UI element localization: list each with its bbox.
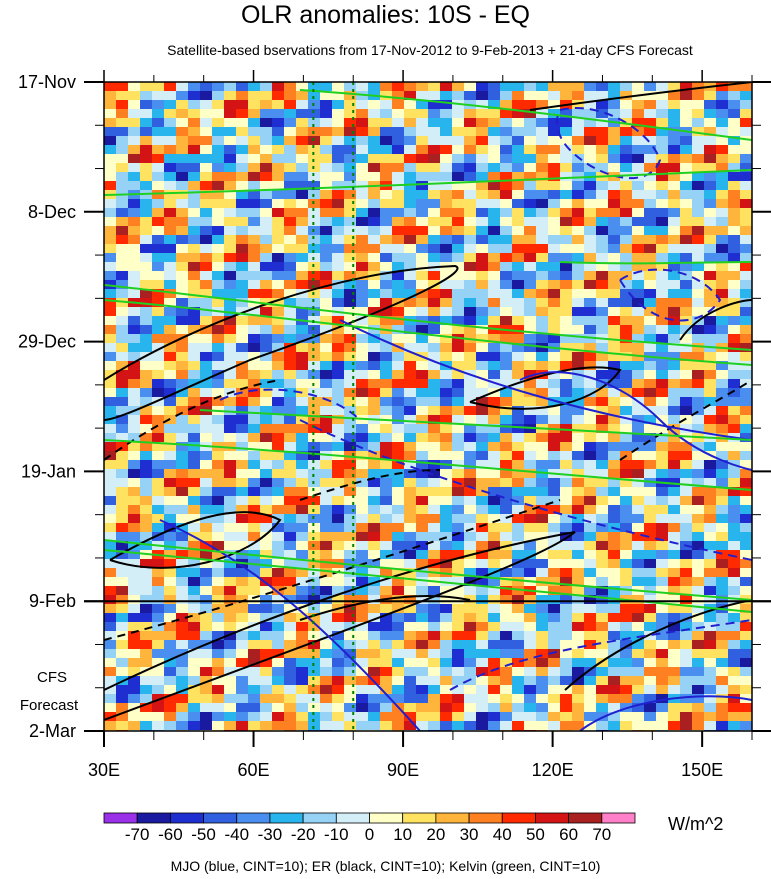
colorbar-label: 60 (559, 825, 578, 844)
contour-line (619, 379, 752, 461)
plot-border (103, 81, 753, 732)
colorbar-label: -40 (224, 825, 249, 844)
contour-line (199, 409, 752, 441)
contour-line (449, 619, 752, 691)
colorbar-label: -70 (125, 825, 150, 844)
colorbar-swatch (568, 812, 603, 824)
contour-legend-note: MJO (blue, CINT=10); ER (black, CINT=10)… (170, 858, 601, 874)
colorbar-label: 70 (592, 825, 611, 844)
colorbar-label: 40 (493, 825, 512, 844)
contour-line (559, 261, 752, 265)
colorbar-label: -10 (324, 825, 349, 844)
contour-line (104, 439, 752, 491)
colorbar-label: 0 (365, 825, 374, 844)
colorbar-label: -20 (291, 825, 316, 844)
contour-line (299, 419, 752, 561)
contour-line (619, 268, 722, 322)
forecast-label: Forecast (20, 697, 79, 714)
colorbar-label: 10 (393, 825, 412, 844)
contour-line (159, 519, 421, 731)
contour-line (104, 169, 752, 196)
contour-line (104, 299, 752, 366)
x-tick-label: 120E (532, 760, 574, 780)
colorbar: -70 -60 -50 -40 -30 -20 -10 0 10 20 30 40 50 60 70 (103, 812, 636, 844)
contour-overlays (104, 82, 752, 731)
contour-line (109, 511, 282, 569)
colorbar-swatch (535, 812, 570, 824)
contour-line (556, 107, 662, 180)
x-tick-label: 150E (681, 760, 723, 780)
x-tick-label: 60E (238, 760, 270, 780)
colorbar-swatch (369, 812, 404, 824)
contour-line (529, 82, 752, 111)
contour-line (679, 299, 752, 341)
colorbar-label: 20 (426, 825, 445, 844)
y-axis: 17-Nov 8-Dec 29-Dec 19-Jan 9-Feb 2-Mar CFS Fore… (18, 72, 771, 741)
colorbar-swatch (236, 812, 271, 824)
colorbar-swatch (335, 812, 370, 824)
chart-subtitle: Satellite-based bservations from 17-Nov-… (167, 42, 693, 58)
contour-line (104, 499, 561, 641)
y-tick-label: 9-Feb (29, 591, 76, 611)
contour-line (579, 695, 752, 731)
colorbar-swatch (501, 812, 536, 824)
colorbar-label: -30 (258, 825, 283, 844)
contour-line (104, 539, 752, 601)
x-tick-label: 30E (88, 760, 120, 780)
reference-lines (84, 82, 771, 731)
colorbar-swatch (103, 812, 138, 824)
colorbar-label: -60 (158, 825, 183, 844)
colorbar-swatch (402, 812, 437, 824)
contour-line (469, 366, 622, 410)
contour-line (219, 388, 361, 421)
colorbar-swatch (136, 812, 171, 824)
colorbar-swatch (302, 812, 337, 824)
plot-frame (103, 81, 753, 732)
contour-line (104, 549, 752, 613)
contour-line (299, 595, 471, 621)
colorbar-label: -50 (191, 825, 216, 844)
contour-line (519, 371, 752, 471)
contour-line (104, 284, 752, 351)
colorbar-swatch (601, 812, 636, 824)
contour-line (104, 531, 576, 721)
x-axis: 30E 60E 90E 120E 150E (88, 70, 753, 780)
olr-anomaly-field (104, 82, 752, 731)
contour-line (339, 319, 752, 441)
y-tick-label: 19-Jan (21, 461, 76, 481)
colorbar-label: 50 (526, 825, 545, 844)
y-tick-label: 8-Dec (28, 202, 76, 222)
contour-line (299, 89, 752, 141)
colorbar-swatch (435, 812, 470, 824)
colorbar-label: 30 (460, 825, 479, 844)
y-tick-label: 17-Nov (18, 72, 76, 92)
y-tick-label: 2-Mar (29, 721, 76, 741)
colorbar-swatch (269, 812, 304, 824)
forecast-label: CFS (37, 669, 67, 686)
contour-line (564, 599, 752, 691)
colorbar-swatch (468, 812, 503, 824)
contour-line (299, 469, 441, 501)
contour-line (104, 379, 281, 461)
colorbar-swatch (169, 812, 204, 824)
chart-title: OLR anomalies: 10S - EQ (240, 1, 530, 29)
y-tick-label: 29-Dec (18, 332, 76, 352)
colorbar-swatch (203, 812, 238, 824)
colorbar-units: W/m^2 (668, 814, 724, 834)
x-tick-label: 90E (387, 760, 419, 780)
